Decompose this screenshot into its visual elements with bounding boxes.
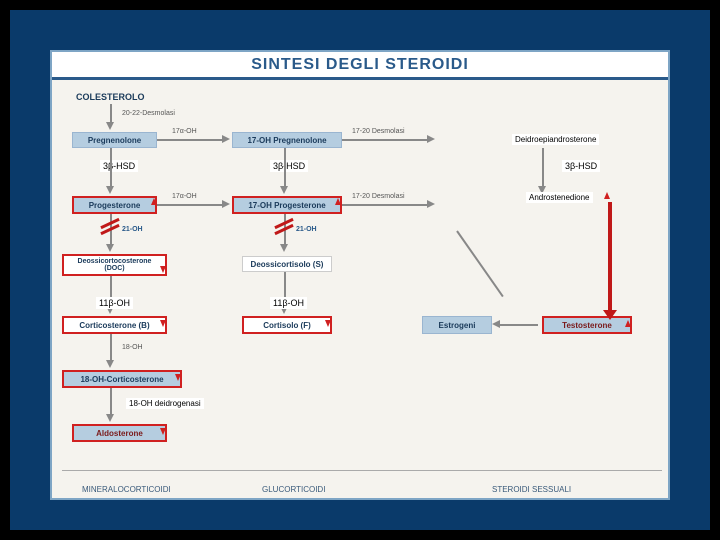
red-up-arrow-icon bbox=[604, 192, 610, 199]
pathway-sex: STEROIDI SESSUALI bbox=[492, 485, 571, 494]
pathway-mineralo: MINERALOCORTICOIDI bbox=[82, 485, 171, 494]
red-pathway-arrowhead bbox=[603, 310, 617, 320]
node-cortisol: Cortisolo (F) bbox=[242, 316, 332, 334]
arrow-line bbox=[157, 139, 222, 141]
arrow-line bbox=[542, 148, 544, 186]
enzyme-21oh-1: 21-OH bbox=[122, 226, 143, 233]
arrow-down-icon bbox=[280, 244, 288, 252]
enzyme-18oh: 18-OH bbox=[122, 344, 143, 351]
enzyme-18dh: 18-OH deidrogenasi bbox=[126, 398, 204, 409]
enzyme-17oh-2: 17α-OH bbox=[172, 193, 197, 200]
enzyme-3bhsd-2: 3β-HSD bbox=[270, 160, 308, 172]
enzyme-21oh-2: 21-OH bbox=[296, 226, 317, 233]
arrow-left-icon bbox=[492, 320, 500, 328]
node-18oh-corticosterone: 18-OH-Corticosterone bbox=[62, 370, 182, 388]
node-corticosterone: Corticosterone (B) bbox=[62, 316, 167, 334]
red-down-arrow-icon bbox=[160, 266, 166, 273]
arrow-down-icon bbox=[106, 186, 114, 194]
enzyme-17oh-1: 17α-OH bbox=[172, 128, 197, 135]
arrow-line bbox=[110, 388, 112, 414]
enzyme-3bhsd-3: 3β-HSD bbox=[562, 160, 600, 172]
title-bar: SINTESI DEGLI STEROIDI bbox=[52, 52, 668, 80]
red-pathway-line bbox=[608, 202, 612, 316]
arrow-line bbox=[110, 334, 112, 360]
red-down-arrow-icon bbox=[175, 374, 181, 381]
arrow-right-icon bbox=[222, 200, 230, 208]
arrow-line bbox=[456, 230, 504, 297]
red-up-arrow-icon bbox=[335, 198, 341, 205]
red-down-arrow-icon bbox=[160, 428, 166, 435]
arrow-line bbox=[157, 204, 222, 206]
arrow-down-icon bbox=[106, 244, 114, 252]
arrow-down-icon bbox=[106, 360, 114, 368]
arrow-down-icon bbox=[280, 186, 288, 194]
figure-container: SINTESI DEGLI STEROIDI COLESTEROLO 20-22… bbox=[50, 50, 670, 500]
enzyme-2022: 20-22-Desmolasi bbox=[122, 110, 175, 117]
enzyme-11boh-2: 11β-OH bbox=[270, 297, 307, 309]
red-down-arrow-icon bbox=[160, 320, 166, 327]
node-progesterone: Progesterone bbox=[72, 196, 157, 214]
arrow-right-icon bbox=[427, 200, 435, 208]
enzyme-1720-2: 17-20 Desmolasi bbox=[352, 193, 405, 200]
arrow-down-icon bbox=[106, 414, 114, 422]
node-androstenedione: Androstenedione bbox=[526, 192, 593, 203]
enzyme-1720-1: 17-20 Desmolasi bbox=[352, 128, 405, 135]
node-colesterolo: COLESTEROLO bbox=[72, 90, 149, 104]
pathway-chart: COLESTEROLO 20-22-Desmolasi Pregnenolone… bbox=[52, 80, 668, 498]
node-testosterone: Testosterone bbox=[542, 316, 632, 334]
arrow-right-icon bbox=[427, 135, 435, 143]
node-deoxycortisol: Deossicortisolo (S) bbox=[242, 256, 332, 272]
arrow-line bbox=[284, 148, 286, 186]
divider bbox=[62, 470, 662, 471]
pathway-gluco: GLUCORTICOIDI bbox=[262, 485, 325, 494]
arrow-down-icon bbox=[106, 122, 114, 130]
arrow-line bbox=[342, 139, 427, 141]
node-17oh-pregnenolone: 17-OH Pregnenolone bbox=[232, 132, 342, 148]
arrow-line bbox=[110, 148, 112, 186]
node-pregnenolone: Pregnenolone bbox=[72, 132, 157, 148]
node-estrogeni: Estrogeni bbox=[422, 316, 492, 334]
node-dhea: Deidroepiandrosterone bbox=[512, 134, 599, 145]
arrow-line bbox=[342, 204, 427, 206]
node-doc: Deossicortocosterone (DOC) bbox=[62, 254, 167, 276]
diagram-title: SINTESI DEGLI STEROIDI bbox=[251, 56, 469, 74]
arrow-line bbox=[496, 324, 538, 326]
node-17oh-progesterone: 17-OH Progesterone bbox=[232, 196, 342, 214]
slide-background: SINTESI DEGLI STEROIDI COLESTEROLO 20-22… bbox=[10, 10, 710, 530]
arrow-line bbox=[110, 104, 112, 122]
enzyme-3bhsd-1: 3β-HSD bbox=[100, 160, 138, 172]
red-up-arrow-icon bbox=[625, 320, 631, 327]
arrow-right-icon bbox=[222, 135, 230, 143]
enzyme-11boh-1: 11β-OH bbox=[96, 297, 133, 309]
red-down-arrow-icon bbox=[325, 320, 331, 327]
node-aldosterone: Aldosterone bbox=[72, 424, 167, 442]
